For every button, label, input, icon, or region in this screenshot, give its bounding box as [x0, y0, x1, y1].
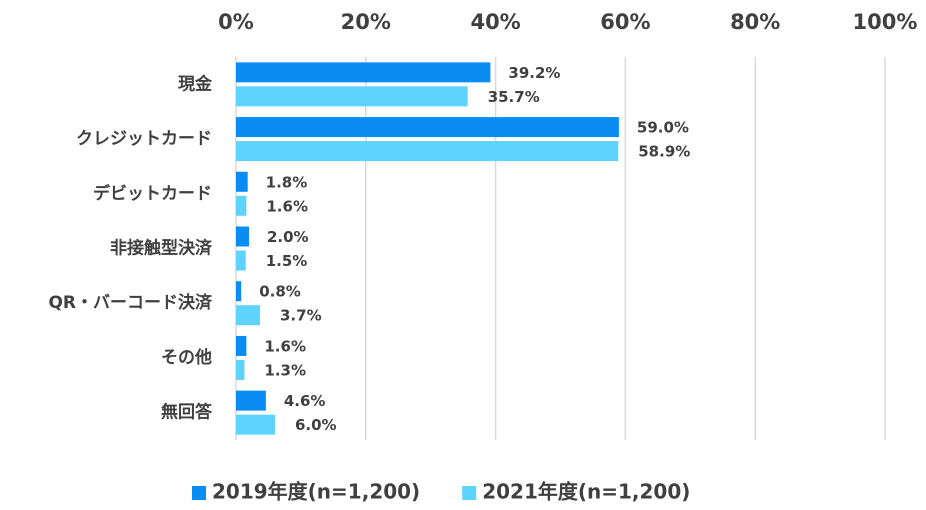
legend-label: 2021年度(n=1,200) — [482, 480, 690, 504]
y-tick-label: クレジットカード — [76, 129, 212, 149]
legend-swatch — [462, 486, 477, 500]
bar — [236, 335, 247, 356]
bar — [236, 195, 247, 216]
bar — [236, 117, 619, 138]
bar — [236, 390, 266, 411]
y-tick-label: 無回答 — [161, 402, 213, 423]
y-tick-label: デビットカード — [93, 183, 212, 204]
data-label: 1.6% — [264, 337, 306, 355]
bar — [236, 359, 245, 380]
data-label: 4.6% — [284, 392, 326, 410]
data-label: 1.6% — [266, 197, 308, 215]
data-label: 6.0% — [295, 416, 337, 434]
bar — [236, 305, 261, 326]
x-tick-label: 80% — [730, 10, 780, 34]
data-label: 0.8% — [259, 283, 301, 301]
data-label: 1.5% — [266, 252, 308, 270]
x-tick-label: 100% — [853, 10, 918, 34]
data-label: 3.7% — [280, 307, 322, 325]
data-label: 2.0% — [267, 228, 309, 246]
legend-swatch — [192, 486, 206, 500]
x-tick-label: 40% — [470, 10, 520, 34]
data-label: 58.9% — [638, 143, 690, 161]
data-label: 1.3% — [264, 361, 306, 379]
bar — [236, 226, 249, 247]
bar — [236, 414, 275, 435]
bar — [236, 250, 246, 271]
bar — [236, 171, 248, 192]
data-label: 39.2% — [508, 64, 560, 82]
bar — [236, 141, 619, 162]
x-tick-label: 20% — [341, 10, 391, 34]
bar — [236, 62, 491, 83]
y-tick-label: その他 — [161, 347, 212, 368]
data-label: 59.0% — [637, 119, 689, 137]
legend-label: 2019年度(n=1,200) — [212, 480, 420, 504]
y-tick-label: 非接触型決済 — [110, 238, 213, 259]
data-label: 35.7% — [488, 88, 540, 106]
x-tick-label: 60% — [600, 10, 650, 34]
x-tick-label: 0% — [218, 10, 254, 34]
bar — [236, 86, 468, 107]
bar — [236, 281, 242, 302]
data-label: 1.8% — [266, 173, 308, 191]
y-tick-label: QR・バーコード決済 — [48, 292, 213, 313]
y-tick-label: 現金 — [178, 73, 213, 94]
